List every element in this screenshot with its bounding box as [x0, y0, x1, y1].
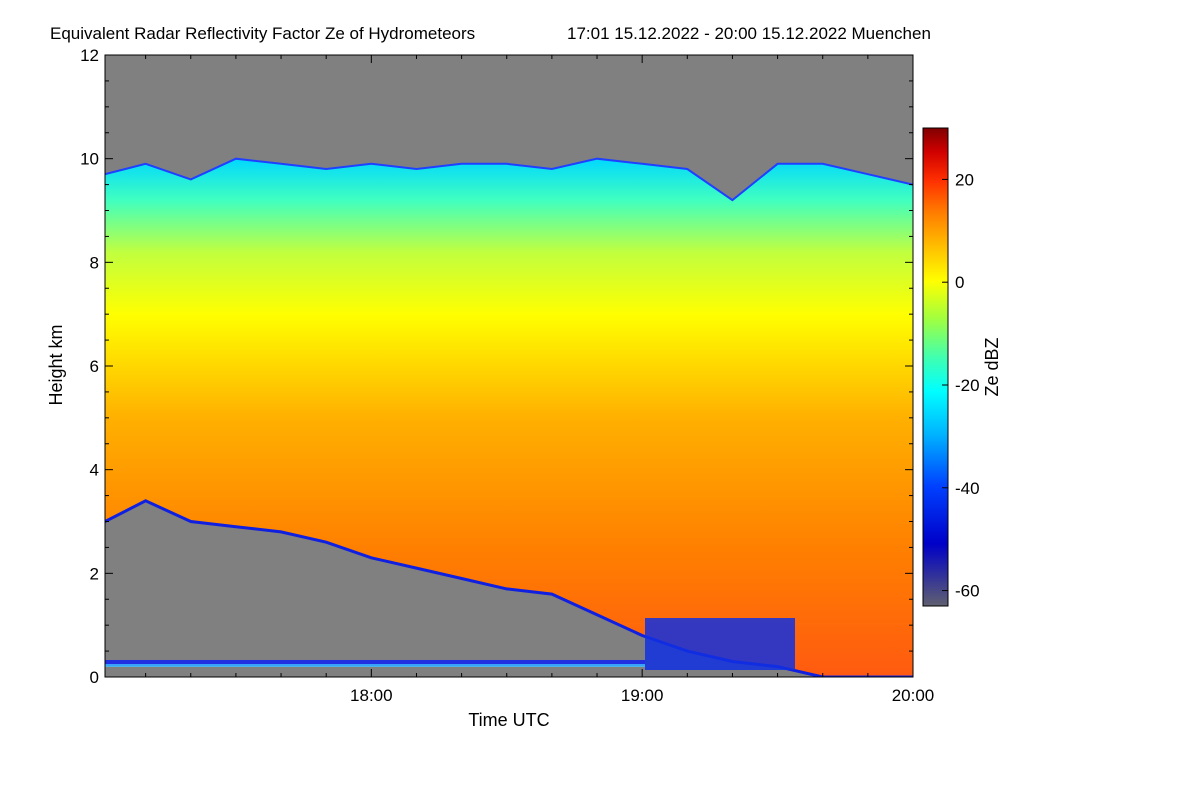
x-tick-label: 20:00 — [892, 686, 935, 705]
colorbar-tick-label: -60 — [955, 582, 980, 601]
colorbar-ticks: -60 -40 -20 0 20 — [942, 170, 980, 601]
ground-clutter-band-light — [105, 664, 645, 667]
colorbar-tick-label: 0 — [955, 273, 964, 292]
ground-clutter-band — [105, 660, 645, 666]
time-range-label: 17:01 15.12.2022 - 20:00 15.12.2022 Muen… — [567, 24, 931, 43]
near-surface-echo — [645, 618, 795, 670]
cloud-top-edge — [105, 157, 913, 202]
colorbar — [922, 127, 949, 607]
colorbar-tick-label: -40 — [955, 479, 980, 498]
x-axis-label: Time UTC — [468, 710, 549, 730]
colorbar-tick-label: -20 — [955, 376, 980, 395]
colorbar-label: Ze dBZ — [982, 337, 1002, 396]
y-tick-label: 2 — [90, 564, 99, 583]
y-tick-label: 12 — [80, 46, 99, 65]
echo-region — [105, 158, 913, 677]
y-axis-label: Height km — [46, 324, 66, 405]
y-tick-label: 8 — [90, 253, 99, 272]
y-tick-label: 6 — [90, 357, 99, 376]
chart-title: Equivalent Radar Reflectivity Factor Ze … — [50, 24, 475, 43]
y-axis: 0 2 4 6 8 10 12 — [80, 46, 913, 687]
y-tick-label: 0 — [90, 668, 99, 687]
x-tick-label: 19:00 — [621, 686, 664, 705]
y-tick-label: 4 — [90, 461, 99, 480]
y-tick-label: 10 — [80, 150, 99, 169]
x-tick-label: 18:00 — [350, 686, 393, 705]
x-axis: 18:00 19:00 20:00 — [145, 55, 935, 705]
colorbar-tick-label: 20 — [955, 170, 974, 189]
plot-area — [105, 55, 913, 677]
